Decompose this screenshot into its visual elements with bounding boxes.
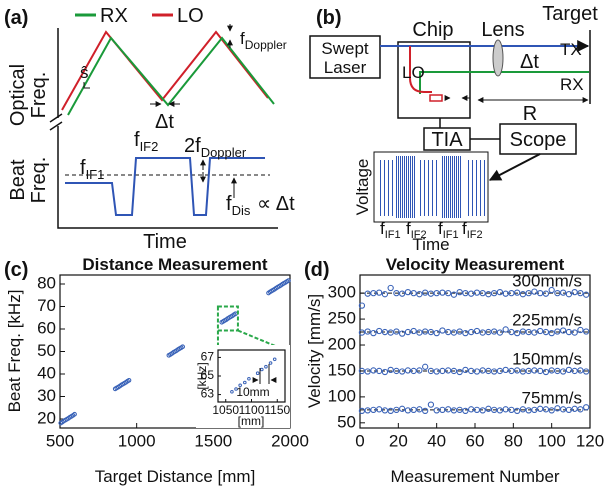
x-tick-label: 60 xyxy=(466,431,485,450)
x-axis-label: Target Distance [mm] xyxy=(95,467,256,486)
series-label: 150mm/s xyxy=(512,349,582,368)
axis-label: Freq. xyxy=(28,157,50,204)
detector xyxy=(430,95,442,101)
y-tick-label: 20 xyxy=(37,408,56,427)
inset-y-label: [kHz] xyxy=(195,362,209,389)
waveform xyxy=(465,160,485,216)
arrow xyxy=(490,154,540,180)
y-tick-label: 100 xyxy=(328,386,356,405)
y-axis-label: Velocity [mm/s] xyxy=(305,294,324,408)
dis-label: fDis xyxy=(226,193,251,218)
axis-label: Freq. xyxy=(28,72,50,119)
doppler-label: fDoppler xyxy=(240,29,287,52)
y-tick-label: 40 xyxy=(37,363,56,382)
rx-label: RX xyxy=(560,75,584,94)
series-label: 225mm/s xyxy=(512,311,582,330)
series-label: 75mm/s xyxy=(522,388,582,407)
y-tick-label: 67 xyxy=(201,350,215,364)
panel-label: (b) xyxy=(316,7,342,29)
series-label: 300mm/s xyxy=(512,272,582,291)
panel-a: (a) RX LO ŝ fDoppler Δt fIF1 fIF2 2fDopp… xyxy=(4,5,295,253)
x-tick-label: 120 xyxy=(576,431,604,450)
waveform xyxy=(418,160,440,216)
y-tick-label: 250 xyxy=(328,309,356,328)
x-tick-label: 1000 xyxy=(118,431,156,450)
lens xyxy=(493,40,503,76)
x-tick-label: 0 xyxy=(355,431,364,450)
axis-label: Voltage xyxy=(353,159,372,216)
range-label: R xyxy=(523,103,537,125)
x-tick-label: 500 xyxy=(46,431,74,450)
y-tick-label: 70 xyxy=(37,296,56,315)
y-tick-label: 150 xyxy=(328,360,356,379)
panel-label: (c) xyxy=(4,259,28,281)
x-tick-label: 20 xyxy=(389,431,408,450)
panel-label: (a) xyxy=(4,7,28,29)
y-tick-label: 50 xyxy=(337,412,356,431)
waveform xyxy=(442,156,462,218)
legend-label: RX xyxy=(100,5,128,27)
lo-label: LO xyxy=(402,63,425,82)
y-tick-label: 50 xyxy=(37,341,56,360)
proportional-label: ∝ Δt xyxy=(257,193,295,215)
text: IF1 xyxy=(86,167,105,182)
scope-label: Scope xyxy=(510,129,567,151)
x-tick-label: 40 xyxy=(427,431,446,450)
text: IF1 xyxy=(385,229,401,241)
text: IF2 xyxy=(140,139,159,154)
panel-label: (d) xyxy=(304,259,330,281)
axis-label: Time xyxy=(412,235,449,254)
delay-label: Δt xyxy=(155,111,174,133)
chart-title: Distance Measurement xyxy=(82,255,268,274)
y-axis-label: Beat Freq. [kHz] xyxy=(5,290,24,413)
text: Dis xyxy=(232,203,251,218)
page: {"panel_a": {"label": "(a)", "legend": {… xyxy=(0,0,609,488)
text: Doppler xyxy=(201,145,247,160)
x-tick-label: 1500 xyxy=(194,431,232,450)
inset-annotation: 10mm xyxy=(236,385,269,399)
x-tick-label: 2000 xyxy=(271,431,309,450)
tx-label: TX xyxy=(560,40,582,59)
two-doppler-label: 2fDoppler xyxy=(184,135,247,160)
text: Doppler xyxy=(245,38,287,52)
delay-label: Δt xyxy=(520,51,539,73)
rx-ramp xyxy=(68,38,274,115)
y-tick-label: 80 xyxy=(37,273,56,292)
slope-label: ŝ xyxy=(80,63,89,82)
tia-label: TIA xyxy=(431,129,463,151)
text: 2f xyxy=(184,135,201,157)
waveform xyxy=(377,160,393,216)
chip-label: Chip xyxy=(412,19,453,41)
figure: (a) RX LO ŝ fDoppler Δt fIF1 fIF2 2fDopp… xyxy=(0,0,609,488)
legend-label: LO xyxy=(177,5,204,27)
x-tick-label: 1150 xyxy=(264,403,290,417)
waveform xyxy=(395,156,415,218)
y-tick-label: 30 xyxy=(37,386,56,405)
lens-label: Lens xyxy=(481,19,524,41)
axis-label: Time xyxy=(143,231,187,253)
laser-label: Swept xyxy=(321,39,369,58)
inset-x-label: [mm] xyxy=(238,414,265,428)
y-tick-label: 200 xyxy=(328,335,356,354)
axis-label: Beat xyxy=(7,159,29,201)
y-tick-label: 60 xyxy=(37,318,56,337)
target-label: Target xyxy=(542,3,598,25)
text: IF2 xyxy=(467,229,483,241)
x-tick-label: 80 xyxy=(504,431,523,450)
x-tick-label: 100 xyxy=(537,431,565,450)
panel-b: (b) Swept Laser Chip Lens Target TX RX L… xyxy=(310,3,598,254)
y-tick-label: 300 xyxy=(328,283,356,302)
x-tick-label: 1050 xyxy=(212,403,239,417)
if1-label: fIF1 xyxy=(80,157,104,182)
x-axis-label: Measurement Number xyxy=(390,467,559,486)
axis-label: Optical xyxy=(7,64,29,126)
laser-label: Laser xyxy=(324,58,367,77)
